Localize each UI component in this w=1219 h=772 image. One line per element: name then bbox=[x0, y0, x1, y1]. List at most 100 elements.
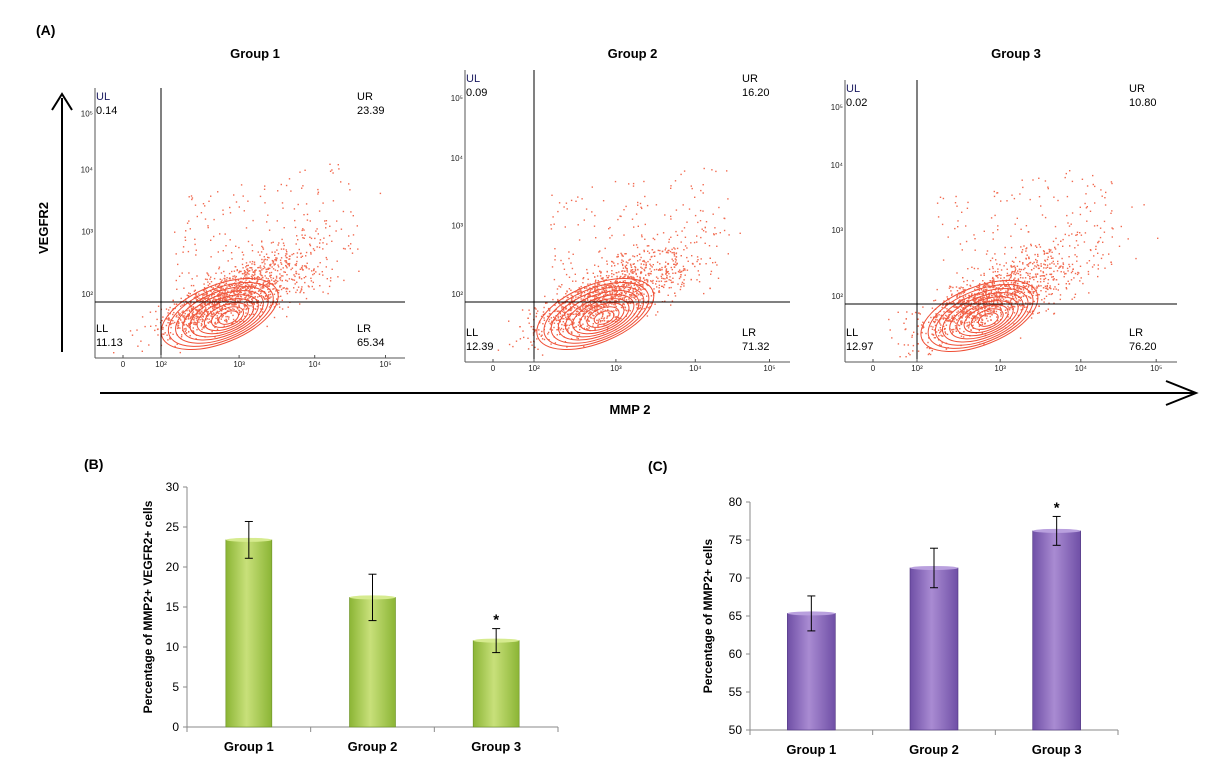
x-tick-label: 10⁴ bbox=[689, 364, 702, 373]
event-dot bbox=[977, 293, 980, 295]
event-dot bbox=[986, 250, 989, 252]
event-dot bbox=[948, 311, 950, 313]
event-dot bbox=[198, 316, 200, 318]
event-dot bbox=[989, 310, 991, 312]
event-dot bbox=[633, 296, 635, 298]
y-tick-label: 20 bbox=[166, 560, 180, 574]
event-dot bbox=[616, 291, 618, 293]
event-dot bbox=[636, 307, 638, 309]
event-dot bbox=[1079, 280, 1081, 282]
event-dot bbox=[1070, 279, 1073, 281]
x-category-label: Group 3 bbox=[1032, 742, 1082, 757]
event-dot bbox=[216, 328, 219, 330]
event-dot bbox=[203, 294, 205, 296]
event-dot bbox=[562, 321, 564, 323]
event-dot bbox=[275, 282, 278, 284]
event-dot bbox=[284, 255, 287, 257]
event-dot bbox=[630, 285, 632, 287]
event-dot bbox=[192, 327, 194, 329]
event-dot bbox=[229, 278, 231, 280]
event-dot bbox=[1027, 274, 1029, 276]
event-dot bbox=[167, 312, 169, 314]
event-dot bbox=[238, 246, 240, 249]
event-dot bbox=[356, 225, 358, 227]
event-dot bbox=[260, 267, 262, 269]
event-dot bbox=[260, 287, 262, 289]
event-dot bbox=[595, 298, 597, 301]
event-dot bbox=[298, 273, 300, 275]
event-dot bbox=[1000, 274, 1002, 276]
event-dot bbox=[660, 275, 662, 278]
event-dot bbox=[938, 344, 941, 346]
event-dot bbox=[174, 231, 176, 233]
event-dot bbox=[348, 235, 350, 237]
event-dot bbox=[960, 322, 963, 324]
event-dot bbox=[236, 269, 238, 271]
event-dot bbox=[279, 277, 282, 279]
event-dot bbox=[294, 226, 297, 229]
event-dot bbox=[982, 298, 984, 300]
event-dot bbox=[1005, 262, 1007, 264]
event-dot bbox=[565, 308, 568, 310]
event-dot bbox=[949, 285, 951, 287]
event-dot bbox=[604, 305, 606, 307]
event-dot bbox=[932, 326, 934, 328]
event-dot bbox=[1004, 296, 1007, 299]
event-dot bbox=[996, 316, 998, 318]
event-dot bbox=[551, 266, 554, 268]
event-dot bbox=[262, 296, 264, 298]
event-dot bbox=[993, 278, 995, 280]
event-dot bbox=[965, 305, 968, 307]
event-dot bbox=[956, 205, 958, 207]
event-dot bbox=[1049, 250, 1051, 253]
event-dot bbox=[952, 316, 955, 318]
event-dot bbox=[224, 233, 226, 235]
event-dot bbox=[673, 247, 675, 249]
bar-1 bbox=[225, 539, 273, 728]
event-dot bbox=[644, 238, 646, 240]
event-dot bbox=[178, 313, 180, 315]
event-dot bbox=[996, 299, 999, 301]
event-dot bbox=[1038, 196, 1041, 198]
event-dot bbox=[1049, 249, 1051, 251]
event-dot bbox=[1014, 270, 1016, 272]
event-dot bbox=[602, 200, 605, 202]
event-dot bbox=[700, 189, 702, 192]
event-dot bbox=[1037, 312, 1039, 314]
event-dot bbox=[196, 295, 198, 297]
event-dot bbox=[602, 309, 604, 311]
event-dot bbox=[215, 306, 217, 309]
event-dot bbox=[532, 328, 534, 331]
event-dot bbox=[632, 271, 634, 273]
event-dot bbox=[232, 275, 234, 278]
event-dot bbox=[1075, 240, 1078, 242]
event-dot bbox=[568, 276, 571, 278]
event-dot bbox=[195, 293, 198, 295]
event-dot bbox=[968, 324, 970, 326]
event-dot bbox=[998, 287, 1001, 289]
event-dot bbox=[956, 272, 958, 274]
event-dot bbox=[1038, 177, 1040, 179]
event-dot bbox=[987, 292, 990, 295]
event-dot bbox=[581, 305, 583, 308]
event-dot bbox=[191, 312, 193, 314]
event-dot bbox=[201, 310, 203, 312]
event-dot bbox=[931, 328, 934, 330]
event-dot bbox=[239, 285, 241, 287]
event-dot bbox=[619, 297, 622, 300]
event-dot bbox=[1037, 264, 1040, 267]
event-dot bbox=[639, 202, 642, 205]
event-dot bbox=[558, 310, 560, 312]
event-dot bbox=[221, 298, 224, 300]
event-dot bbox=[550, 343, 552, 345]
event-dot bbox=[254, 269, 257, 271]
event-dot bbox=[595, 309, 597, 311]
event-dot bbox=[297, 286, 300, 288]
event-dot bbox=[207, 273, 209, 275]
event-dot bbox=[1097, 241, 1099, 244]
event-dot bbox=[929, 353, 932, 356]
event-dot bbox=[254, 270, 256, 272]
event-dot bbox=[1020, 288, 1022, 291]
event-dot bbox=[188, 196, 190, 198]
event-dot bbox=[313, 249, 316, 252]
